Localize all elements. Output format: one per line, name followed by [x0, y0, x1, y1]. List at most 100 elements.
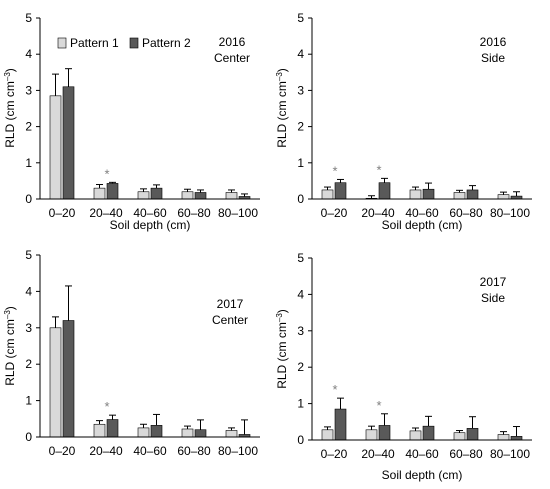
y-tick-label: 3	[25, 321, 32, 335]
legend: Pattern 1 Pattern 2	[57, 36, 191, 50]
significance-marker: *	[376, 162, 381, 177]
y-tick-label: 1	[297, 397, 304, 411]
bar-pattern-2	[194, 192, 207, 200]
significance-marker: *	[332, 163, 337, 178]
x-tick-label: 60–80	[177, 444, 211, 458]
bar-pattern-1	[321, 189, 334, 200]
bar-pattern-2	[62, 86, 75, 200]
bar-pattern-1	[49, 327, 62, 438]
y-tick-label: 1	[25, 394, 32, 408]
bar-pattern-1	[365, 429, 378, 441]
x-tick-label: 40–60	[405, 206, 439, 220]
bar-pattern-2	[378, 182, 391, 200]
x-tick-label: 80–100	[490, 447, 530, 461]
y-tick-label: 2	[297, 120, 304, 134]
y-tick-label: 1	[25, 156, 32, 170]
bar-pattern-2	[106, 419, 119, 438]
bar-pattern-1	[453, 192, 466, 200]
legend-swatch-pattern-2	[129, 37, 139, 49]
x-tick-label: 20–40	[89, 206, 123, 220]
bar-pattern-1	[225, 430, 238, 438]
bar-pattern-2	[334, 408, 347, 441]
bar-pattern-1	[137, 191, 150, 200]
panel-title: 2016	[219, 35, 246, 49]
bar-pattern-2	[466, 428, 479, 441]
x-axis-label: Soil depth (cm)	[382, 218, 463, 232]
x-tick-label: 40–60	[405, 447, 439, 461]
y-tick-label: 3	[25, 83, 32, 97]
chart-panel-3: 0 1 2 3 4 5 0–20 * 20–40 40–60 60–80 80–100 RLD (cm …	[3, 248, 260, 458]
x-tick-label: 40–60	[133, 444, 167, 458]
y-tick-label: 4	[297, 287, 304, 301]
y-axis-label: RLD (cm cm–3)	[3, 68, 18, 148]
x-tick-label: 60–80	[449, 447, 483, 461]
x-tick-label: 80–100	[218, 206, 258, 220]
y-tick-label: 4	[25, 47, 32, 61]
bar-pattern-2	[150, 425, 163, 438]
significance-marker: *	[376, 398, 381, 413]
bar-pattern-2	[194, 429, 207, 438]
y-tick-label: 5	[25, 11, 32, 25]
x-tick-label: 0–20	[49, 206, 76, 220]
bar-pattern-1	[181, 428, 194, 438]
bar-pattern-2	[510, 436, 523, 441]
y-axis-label: RLD (cm cm–3)	[3, 306, 18, 386]
significance-marker: *	[104, 399, 109, 414]
bar-pattern-2	[106, 183, 119, 200]
bar-pattern-2	[62, 320, 75, 438]
legend-label-pattern-1: Pattern 1	[70, 36, 119, 50]
y-tick-label: 2	[25, 120, 32, 134]
x-axis-label: Soil depth (cm)	[382, 468, 463, 482]
x-tick-label: 60–80	[177, 206, 211, 220]
bar-pattern-2	[422, 188, 435, 200]
x-axis-label: Soil depth (cm)	[110, 218, 191, 232]
bar-pattern-1	[93, 423, 106, 438]
chart-panel-4: 0 1 2 3 4 5 * 0–20 * 20–40 40–60 60–80 80–100 RLD (cm…	[275, 251, 532, 482]
legend-swatch-pattern-1	[57, 37, 67, 49]
panel-subtitle: Center	[214, 51, 250, 65]
bar-pattern-1	[49, 95, 62, 200]
x-tick-label: 0–20	[321, 447, 348, 461]
bar-pattern-1	[321, 429, 334, 441]
y-tick-label: 1	[297, 156, 304, 170]
bar-pattern-1	[409, 430, 422, 441]
bar-pattern-1	[137, 427, 150, 438]
y-tick-label: 4	[25, 284, 32, 298]
bar-pattern-2	[466, 189, 479, 200]
panel-title: 2017	[480, 275, 507, 289]
y-tick-label: 3	[297, 324, 304, 338]
significance-marker: *	[104, 166, 109, 181]
bar-pattern-2	[422, 425, 435, 441]
chart-panel-1: 0 1 2 3 4 5 0–20 * 20–40 40–60 60–80 80–100 RLD (cm …	[3, 11, 260, 232]
bar-pattern-1	[225, 192, 238, 200]
panel-subtitle: Side	[481, 291, 505, 305]
panel-title: 2017	[217, 297, 244, 311]
y-tick-label: 3	[297, 83, 304, 97]
x-tick-label: 80–100	[490, 206, 530, 220]
panel-subtitle: Side	[481, 51, 505, 65]
bar-pattern-1	[497, 194, 510, 200]
bar-pattern-2	[334, 182, 347, 200]
panel-title: 2016	[480, 35, 507, 49]
y-tick-label: 0	[25, 430, 32, 444]
y-axis-label: RLD (cm cm–3)	[275, 309, 290, 389]
bar-pattern-1	[453, 432, 466, 441]
x-tick-label: 60–80	[449, 206, 483, 220]
x-tick-label: 20–40	[361, 206, 395, 220]
x-tick-label: 0–20	[49, 444, 76, 458]
bar-pattern-1	[93, 187, 106, 200]
y-tick-label: 2	[297, 360, 304, 374]
y-tick-label: 5	[25, 248, 32, 262]
y-tick-label: 0	[297, 433, 304, 447]
x-tick-label: 40–60	[133, 206, 167, 220]
y-tick-label: 2	[25, 357, 32, 371]
bar-pattern-1	[497, 434, 510, 441]
y-tick-label: 4	[297, 47, 304, 61]
y-tick-label: 5	[297, 11, 304, 25]
x-tick-label: 80–100	[218, 444, 258, 458]
y-tick-label: 0	[297, 192, 304, 206]
bar-pattern-1	[181, 191, 194, 200]
bar-pattern-1	[409, 189, 422, 200]
y-axis-label: RLD (cm cm–3)	[275, 68, 290, 148]
legend-label-pattern-2: Pattern 2	[142, 36, 191, 50]
